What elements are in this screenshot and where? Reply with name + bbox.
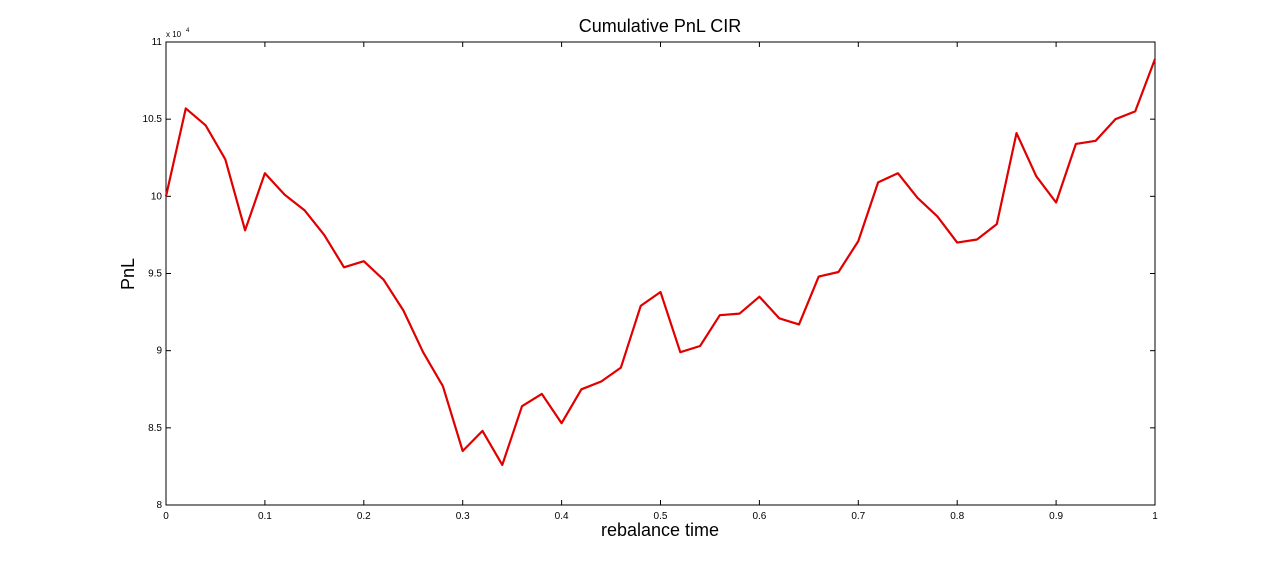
x-tick-label: 0.3	[456, 511, 470, 522]
y-tick-label: 8.5	[148, 423, 162, 434]
y-tick-label: 10.5	[143, 114, 163, 125]
x-tick-label: 0.8	[950, 511, 964, 522]
y-tick-label: 11	[152, 37, 163, 48]
y-axis-title: PnL	[118, 258, 138, 290]
chart-title: Cumulative PnL CIR	[579, 16, 741, 36]
y-exponent-power: 4	[186, 28, 190, 34]
x-tick-label: 0.6	[752, 511, 766, 522]
y-tick-label: 9	[156, 346, 162, 357]
y-tick-label: 8	[156, 500, 162, 511]
x-tick-label: 1	[1152, 511, 1158, 522]
x-tick-label: 0.9	[1049, 511, 1063, 522]
x-tick-label: 0.4	[555, 511, 569, 522]
x-axis-ticks: 0 0.1 0.2 0.3 0.4 0.5 0.6 0.7 0.8 0.9 1	[163, 42, 1158, 522]
plot-area	[165, 41, 1156, 506]
x-axis-title: rebalance time	[601, 520, 719, 540]
x-tick-label: 0.2	[357, 511, 371, 522]
y-axis-ticks: 8 8.5 9 9.5 10 10.5 11	[143, 37, 1155, 511]
x-tick-label: 0.5	[654, 511, 668, 522]
x-tick-label: 0	[163, 511, 169, 522]
y-tick-label: 10	[151, 191, 163, 202]
x-tick-label: 0.1	[258, 511, 272, 522]
y-tick-label: 9.5	[148, 269, 162, 280]
x-tick-label: 0.7	[851, 511, 865, 522]
series-lines	[164, 58, 1157, 466]
y-exponent-label: x 10	[166, 30, 182, 39]
